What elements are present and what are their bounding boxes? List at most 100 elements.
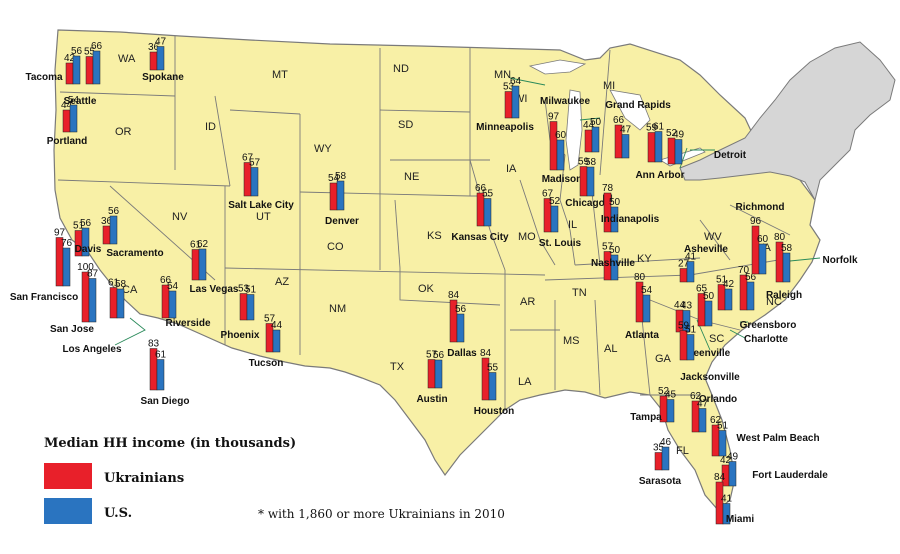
- state-label: ID: [205, 121, 216, 133]
- legend: Median HH income (in thousands) Ukrainia…: [44, 436, 296, 524]
- value-label-las-vegas-ukrainians: 61: [190, 240, 202, 251]
- value-label-seattle-ukrainians: 55: [84, 47, 96, 58]
- value-label-madison-us: 60: [555, 130, 567, 141]
- value-label-san-diego-us: 61: [155, 350, 167, 361]
- value-label-asheville-us: 41: [685, 252, 697, 263]
- value-label-atlanta-us: 54: [641, 285, 653, 296]
- state-label: LA: [518, 376, 532, 388]
- value-label-san-francisco-us: 76: [61, 238, 73, 249]
- value-label-orlando-us: 47: [697, 399, 709, 410]
- state-label: NM: [329, 303, 346, 315]
- value-label-denver-ukrainians: 54: [328, 173, 340, 184]
- bar-greensboro-us: [724, 288, 733, 311]
- bar-tacoma-us: [72, 55, 81, 85]
- city-group-madison: 97 60 Madison: [542, 112, 583, 186]
- state-label: CO: [327, 241, 344, 253]
- city-group-richmond: 96 60 Richmond: [736, 202, 784, 275]
- state-label: KY: [637, 253, 652, 265]
- value-label-san-francisco-ukrainians: 97: [54, 228, 66, 239]
- state-label: NC: [766, 296, 782, 308]
- bar-tacoma-ukrainians: [65, 62, 74, 85]
- city-label-chicago: Chicago: [565, 198, 604, 209]
- value-label-san-diego-ukrainians: 83: [148, 339, 160, 350]
- state-label: MO: [518, 231, 536, 243]
- value-label-greensboro-us: 42: [723, 279, 735, 290]
- city-label-miami: Miami: [726, 514, 755, 525]
- lake-superior: [528, 59, 587, 75]
- value-label-kansas-city-us: 55: [482, 189, 494, 200]
- value-label-west-palm-beach-ukrainians: 62: [710, 415, 722, 426]
- bar-atlanta-us: [642, 294, 651, 323]
- bar-tucson-us: [272, 329, 281, 353]
- city-label-phoenix: Phoenix: [221, 330, 260, 341]
- value-label-chicago-us: 58: [585, 157, 597, 168]
- city-group-miami: 84 41 Miami: [714, 472, 754, 525]
- city-label-st-louis: St. Louis: [539, 238, 582, 249]
- bar-asheville-ukrainians: [679, 268, 688, 283]
- state-label: MS: [563, 335, 580, 347]
- value-label-nashville-us: 50: [609, 245, 621, 256]
- value-label-los-angeles-us: 58: [115, 279, 127, 290]
- state-labels: WA OR ID MT WY ND SD NE MN WI MI IA IL I…: [115, 53, 782, 457]
- value-label-tucson-ukrainians: 57: [264, 314, 276, 325]
- bar-seattle-us: [92, 50, 101, 85]
- value-label-tucson-us: 44: [271, 320, 283, 331]
- city-label-detroit: Detroit: [714, 150, 747, 161]
- value-label-norfolk-us: 58: [781, 243, 793, 254]
- city-group-dallas: 84 56 Dallas: [447, 290, 477, 359]
- bar-sacramento-us: [109, 215, 118, 245]
- value-label-richmond-us: 60: [757, 234, 769, 245]
- city-label-west-palm-beach: West Palm Beach: [736, 433, 819, 444]
- value-label-kansas-city-ukrainians: 66: [475, 183, 487, 194]
- bar-chicago-us: [586, 166, 595, 197]
- bar-west-palm-beach-us: [718, 430, 727, 457]
- city-label-dallas: Dallas: [447, 348, 477, 359]
- value-label-tacoma-us: 56: [71, 46, 83, 57]
- value-label-st-louis-us: 52: [549, 196, 561, 207]
- city-label-las-vegas: Las Vegas: [190, 284, 239, 295]
- value-label-riverside-ukrainians: 66: [160, 275, 172, 286]
- value-label-tampa-us: 45: [665, 390, 677, 401]
- city-label-san-diego: San Diego: [141, 396, 190, 407]
- value-label-sarasota-us: 46: [660, 437, 672, 448]
- city-label-tucson: Tucson: [249, 358, 284, 369]
- value-label-sacramento-ukrainians: 36: [101, 216, 113, 227]
- bar-las-vegas-us: [198, 248, 207, 281]
- bar-chicago-ukrainians: [579, 166, 588, 197]
- value-label-raleigh-ukrainians: 70: [738, 265, 750, 276]
- city-label-atlanta: Atlanta: [625, 330, 659, 341]
- value-label-spokane-us: 47: [155, 37, 167, 48]
- city-label-fort-lauderdale: Fort Lauderdale: [752, 470, 828, 481]
- bar-fort-lauderdale-us: [728, 461, 737, 487]
- value-label-houston-ukrainians: 84: [480, 348, 492, 359]
- state-label: SD: [398, 119, 413, 131]
- value-label-grand-rapids-ukrainians: 66: [613, 115, 625, 126]
- city-label-salt-lake-city: Salt Lake City: [228, 200, 294, 211]
- bar-minneapolis-us: [511, 85, 520, 119]
- bar-austin-ukrainians: [427, 359, 436, 389]
- city-label-los-angeles: Los Angeles: [62, 344, 122, 355]
- value-label-orlando-ukrainians: 62: [690, 391, 702, 402]
- bar-ann-arbor-ukrainians: [647, 132, 656, 163]
- footnote: * with 1,860 or more Ukrainians in 2010: [258, 507, 505, 521]
- city-label-austin: Austin: [416, 394, 447, 405]
- value-label-chicago-ukrainians: 59: [578, 157, 590, 168]
- bar-riverside-us: [168, 290, 177, 319]
- value-label-davis-ukrainians: 51: [73, 221, 85, 232]
- state-label: WV: [704, 231, 722, 243]
- northeast-region: [679, 41, 896, 202]
- city-label-greenville: Greenville: [682, 348, 731, 359]
